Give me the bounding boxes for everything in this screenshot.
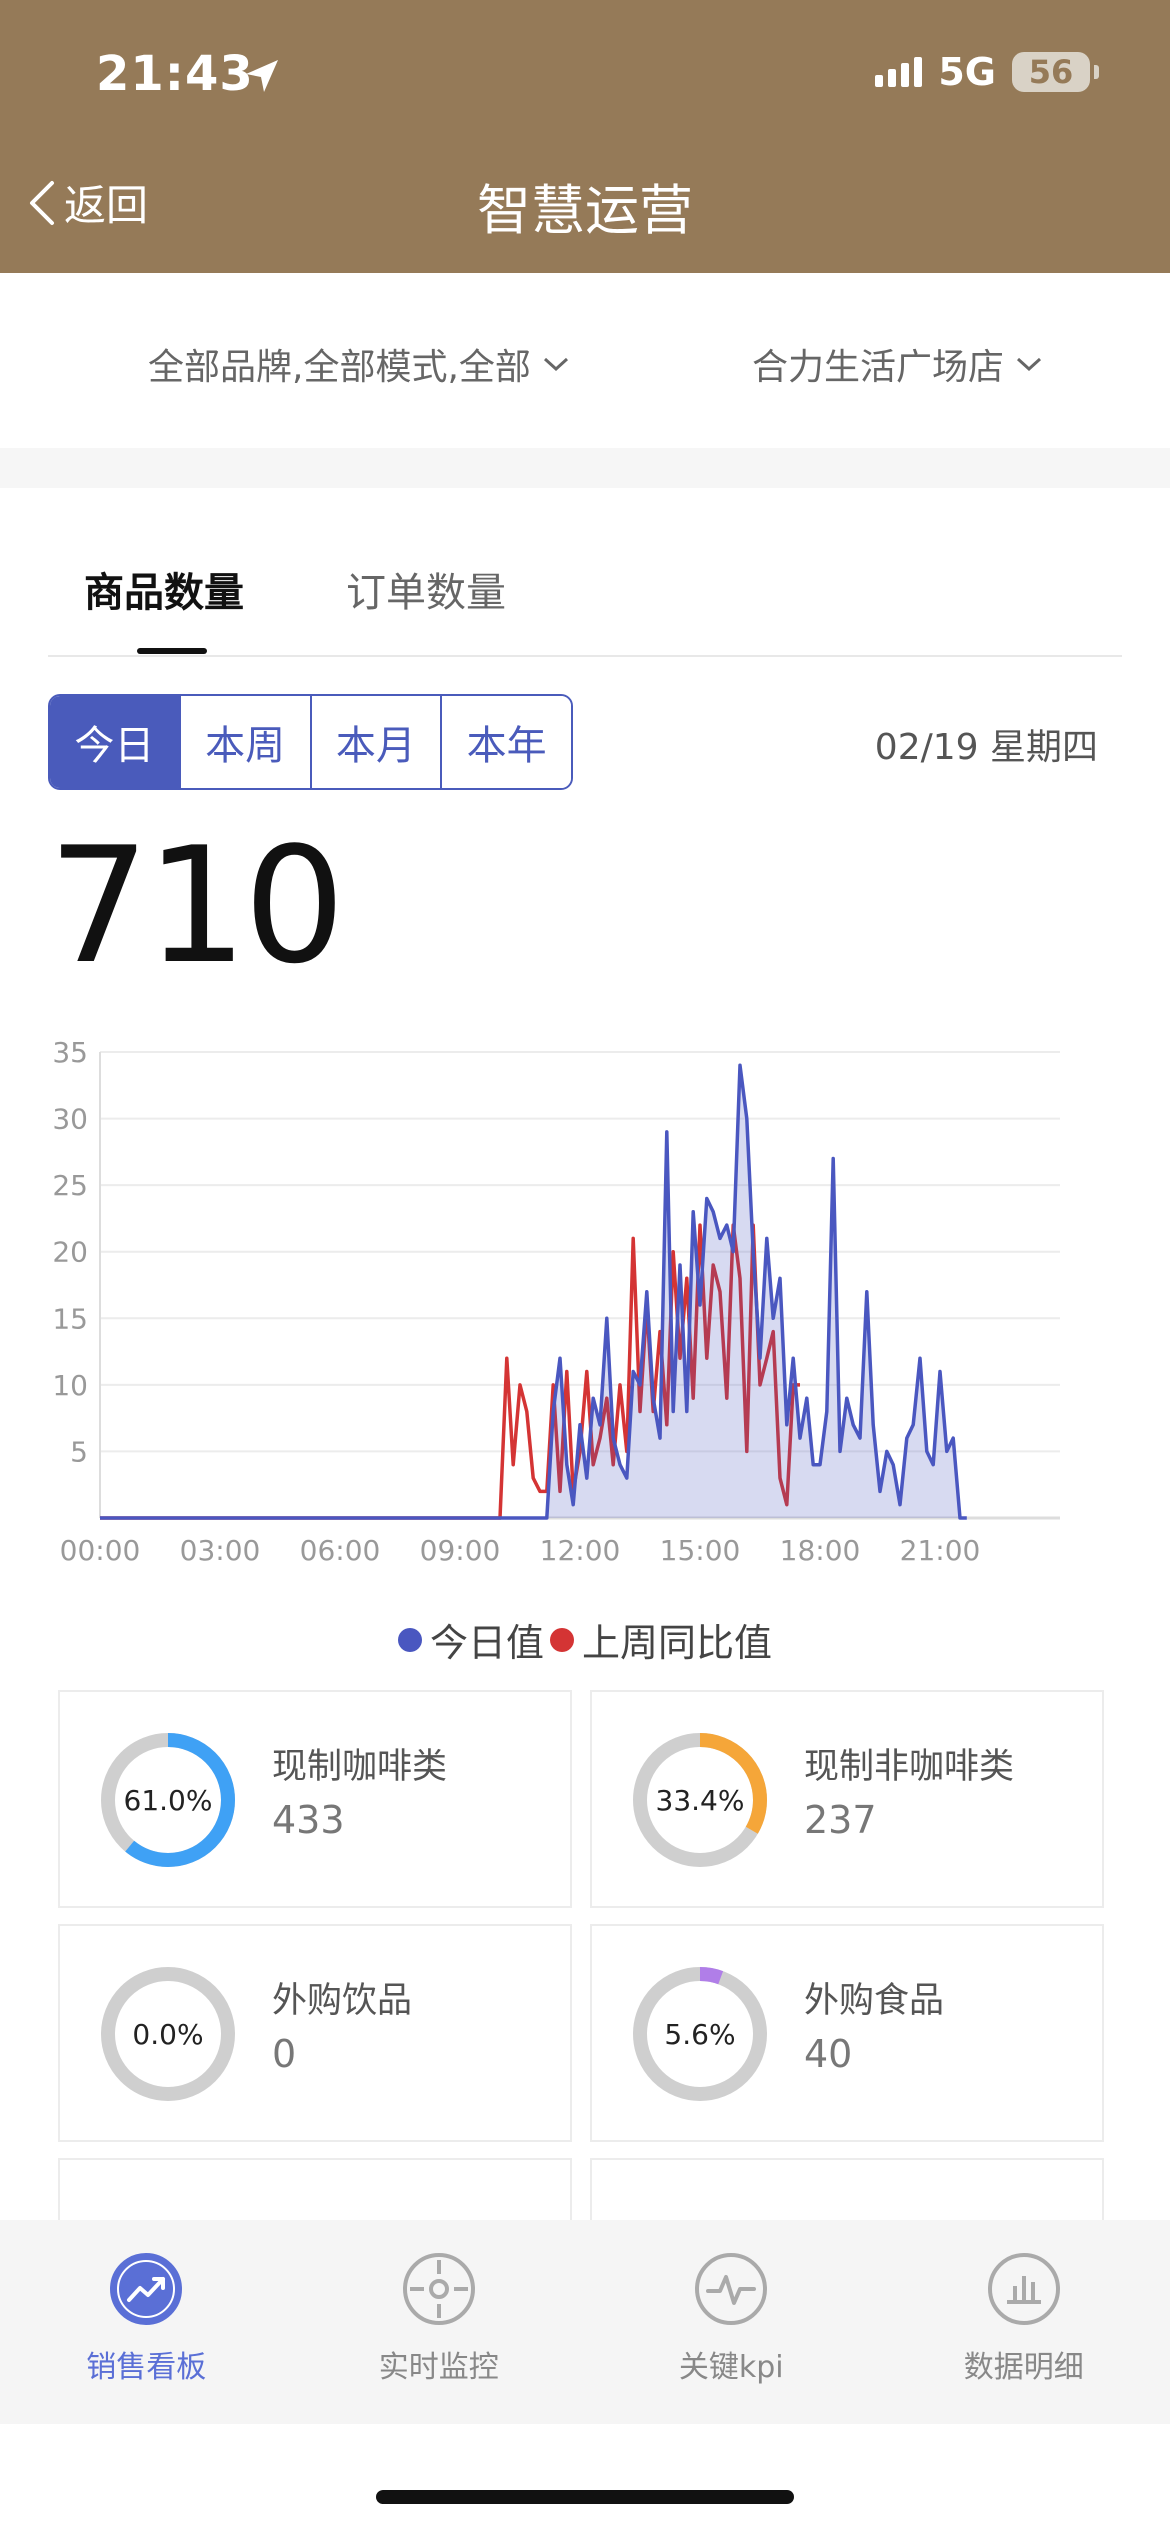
category-name: 现制非咖啡类: [804, 1747, 1015, 1787]
trend-chart-icon: [110, 2253, 183, 2325]
home-indicator: [376, 2490, 794, 2504]
page-title: 智慧运营: [477, 179, 693, 242]
target-icon: [402, 2253, 475, 2325]
nav-label: 销售看板: [86, 2350, 207, 2385]
category-value: 237: [804, 1798, 877, 1842]
ring-progress: [633, 1967, 767, 2101]
period-year[interactable]: 本年: [440, 696, 571, 788]
legend-dot-blue: [397, 1627, 422, 1652]
nav-label: 数据明细: [963, 2350, 1084, 2385]
ring-progress: [633, 1733, 767, 1867]
period-today[interactable]: 今日: [50, 696, 179, 788]
nav-realtime-monitor[interactable]: 实时监控: [293, 2220, 586, 2424]
category-value: 0: [272, 2032, 297, 2076]
category-percent: 33.4%: [655, 1783, 745, 1817]
nav-sales-dashboard[interactable]: 销售看板: [0, 2220, 293, 2424]
progress-ring: [633, 1733, 767, 1867]
tab-divider: [48, 655, 1122, 657]
status-time: 21:43: [96, 46, 254, 102]
bar-chart-icon: [987, 2253, 1060, 2325]
category-value: 433: [272, 1798, 345, 1842]
legend-label-last-week: 上周同比值: [582, 1621, 773, 1665]
category-card[interactable]: 61.0% 现制咖啡类 433: [58, 1690, 572, 1908]
status-indicators: 5G 56: [875, 50, 1099, 94]
network-type: 5G: [938, 50, 996, 94]
period-month[interactable]: 本月: [309, 696, 441, 788]
category-name: 现制咖啡类: [272, 1747, 448, 1787]
category-percent: 0.0%: [132, 2017, 204, 2051]
chevron-down-icon: [1017, 357, 1042, 372]
legend-label-today: 今日值: [429, 1621, 544, 1665]
nav-key-kpi[interactable]: 关键kpi: [585, 2220, 878, 2424]
y-tick-label: 5: [70, 1435, 88, 1468]
y-tick-label: 15: [52, 1302, 88, 1335]
category-card[interactable]: 5.6% 外购食品 40: [590, 1924, 1104, 2142]
tab-product-count[interactable]: 商品数量: [84, 570, 244, 616]
ring-track: [101, 1967, 235, 2101]
y-tick-label: 20: [52, 1236, 88, 1269]
progress-ring: [633, 1967, 767, 2101]
category-percent: 61.0%: [123, 1783, 213, 1817]
category-name: 外购食品: [804, 1981, 945, 2021]
hourly-line-chart: 5 10 15 20 25 30 35 00:00 03:00 06:00 09:00 12:00 15…: [52, 1036, 1060, 1567]
category-card[interactable]: 33.4% 现制非咖啡类 237: [590, 1690, 1104, 1908]
y-tick-label: 25: [52, 1169, 88, 1202]
signal-icon: [875, 57, 923, 87]
location-arrow-icon: [242, 56, 282, 100]
battery-icon: 56: [1012, 52, 1099, 92]
x-tick-label: 00:00: [60, 1534, 141, 1567]
legend-dot-red: [550, 1627, 574, 1652]
progress-ring: [101, 1967, 235, 2101]
series-line-0: [100, 1063, 967, 1520]
store-filter-label: 合力生活广场店: [752, 347, 1005, 388]
nav-data-detail[interactable]: 数据明细: [878, 2220, 1170, 2424]
pulse-icon: [695, 2253, 768, 2325]
x-tick-label: 15:00: [660, 1534, 741, 1567]
nav-label: 实时监控: [378, 2350, 499, 2385]
series-area-0: [100, 1065, 967, 1518]
category-value: 40: [804, 2032, 853, 2076]
chevron-left-icon: [30, 180, 54, 225]
nav-label: 关键kpi: [678, 2350, 784, 2385]
progress-ring: [101, 1733, 235, 1867]
tab-order-count[interactable]: 订单数量: [346, 570, 506, 616]
x-tick-label: 12:00: [540, 1534, 621, 1567]
store-filter-dropdown[interactable]: 合力生活广场店: [752, 338, 1044, 390]
chevron-down-icon: [543, 357, 568, 372]
back-label: 返回: [64, 181, 149, 230]
y-tick-label: 30: [52, 1103, 88, 1136]
back-button[interactable]: 返回: [26, 172, 148, 233]
current-date: 02/19 星期四: [874, 727, 1098, 768]
category-card[interactable]: 0.0% 外购饮品 0: [58, 1924, 572, 2142]
x-tick-label: 03:00: [180, 1534, 261, 1567]
legend-item-last-week: 上周同比值: [550, 1612, 772, 1667]
category-percent: 5.6%: [664, 2017, 736, 2051]
x-tick-label: 06:00: [300, 1534, 381, 1567]
brand-filter-dropdown[interactable]: 全部品牌,全部模式,全部: [148, 338, 571, 390]
legend-item-today: 今日值: [397, 1612, 544, 1667]
period-week[interactable]: 本周: [178, 696, 310, 788]
bottom-tab-bar: 销售看板 实时监控 关键kpi: [0, 2220, 1170, 2424]
section-divider: [0, 448, 1170, 488]
x-tick-label: 18:00: [780, 1534, 861, 1567]
period-selector: 今日 本周 本月 本年: [48, 694, 573, 790]
x-tick-label: 21:00: [900, 1534, 981, 1567]
total-count: 710: [48, 812, 345, 999]
app-header: 21:43 5G 56 返回 智慧运营: [0, 0, 1170, 273]
brand-filter-label: 全部品牌,全部模式,全部: [148, 347, 531, 388]
ring-progress: [101, 1733, 235, 1867]
y-tick-label: 10: [52, 1369, 88, 1402]
category-name: 外购饮品: [272, 1981, 413, 2021]
tab-active-indicator: [137, 648, 207, 654]
chart-legend: 今日值 上周同比值: [0, 1612, 1170, 1667]
y-tick-label: 35: [52, 1036, 88, 1069]
x-tick-label: 09:00: [420, 1534, 501, 1567]
